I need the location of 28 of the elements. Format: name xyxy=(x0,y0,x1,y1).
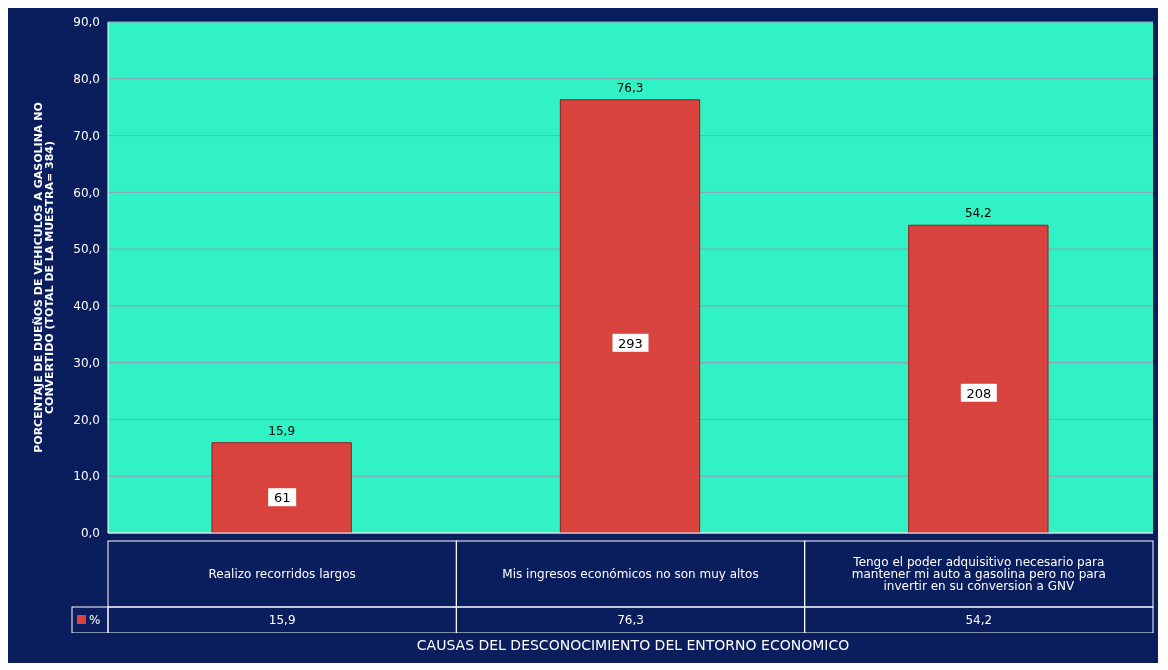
bar xyxy=(211,442,352,533)
y-tick-label: 60,0 xyxy=(73,185,100,200)
y-tick-label: 80,0 xyxy=(73,72,100,87)
y-axis-title: PORCENTAJE DE DUEÑOS DE VEHICULOS A GASOLINA NO CONVERTIDO (TOTAL DE LA MUESTRA= 384) xyxy=(32,102,57,453)
y-tick-label: 50,0 xyxy=(73,242,100,257)
y-tick-label: 10,0 xyxy=(73,469,100,484)
legend-label: % xyxy=(89,613,101,627)
text: 76,3 xyxy=(616,80,644,95)
data-label: 76,3 xyxy=(617,613,644,627)
data-label: 15,9 xyxy=(268,613,296,627)
bar xyxy=(908,224,1049,533)
x-axis-title: CAUSAS DEL DESCONOCIMIENTO DEL ENTORNO ECONOMICO xyxy=(415,636,851,655)
text: 15,9 xyxy=(268,423,296,438)
y-tick-label: 0,0 xyxy=(80,526,100,541)
annotation: 293 xyxy=(618,335,643,351)
x-tick-label: Realizo recorridos largos xyxy=(208,567,356,582)
bar xyxy=(559,99,701,533)
data-label: 54,2 xyxy=(965,613,993,627)
y-tick-label: 30,0 xyxy=(73,355,100,370)
x-tick-label: Mis ingresos económicos no son muy altos xyxy=(502,567,759,582)
text: 54,2 xyxy=(964,206,992,221)
y-tick-label: 70,0 xyxy=(73,128,100,143)
annotation: 208 xyxy=(966,385,992,401)
y-tick-label: 20,0 xyxy=(73,412,100,427)
annotation: 61 xyxy=(273,490,291,506)
x-tick-label: Tengo el poder adquisitivo necesario para mantener mi auto a gasolina pero no para invertir en su conversion a GNV xyxy=(851,555,1106,594)
y-tick-label: 40,0 xyxy=(73,299,100,314)
y-tick-label: 90,0 xyxy=(73,15,100,30)
